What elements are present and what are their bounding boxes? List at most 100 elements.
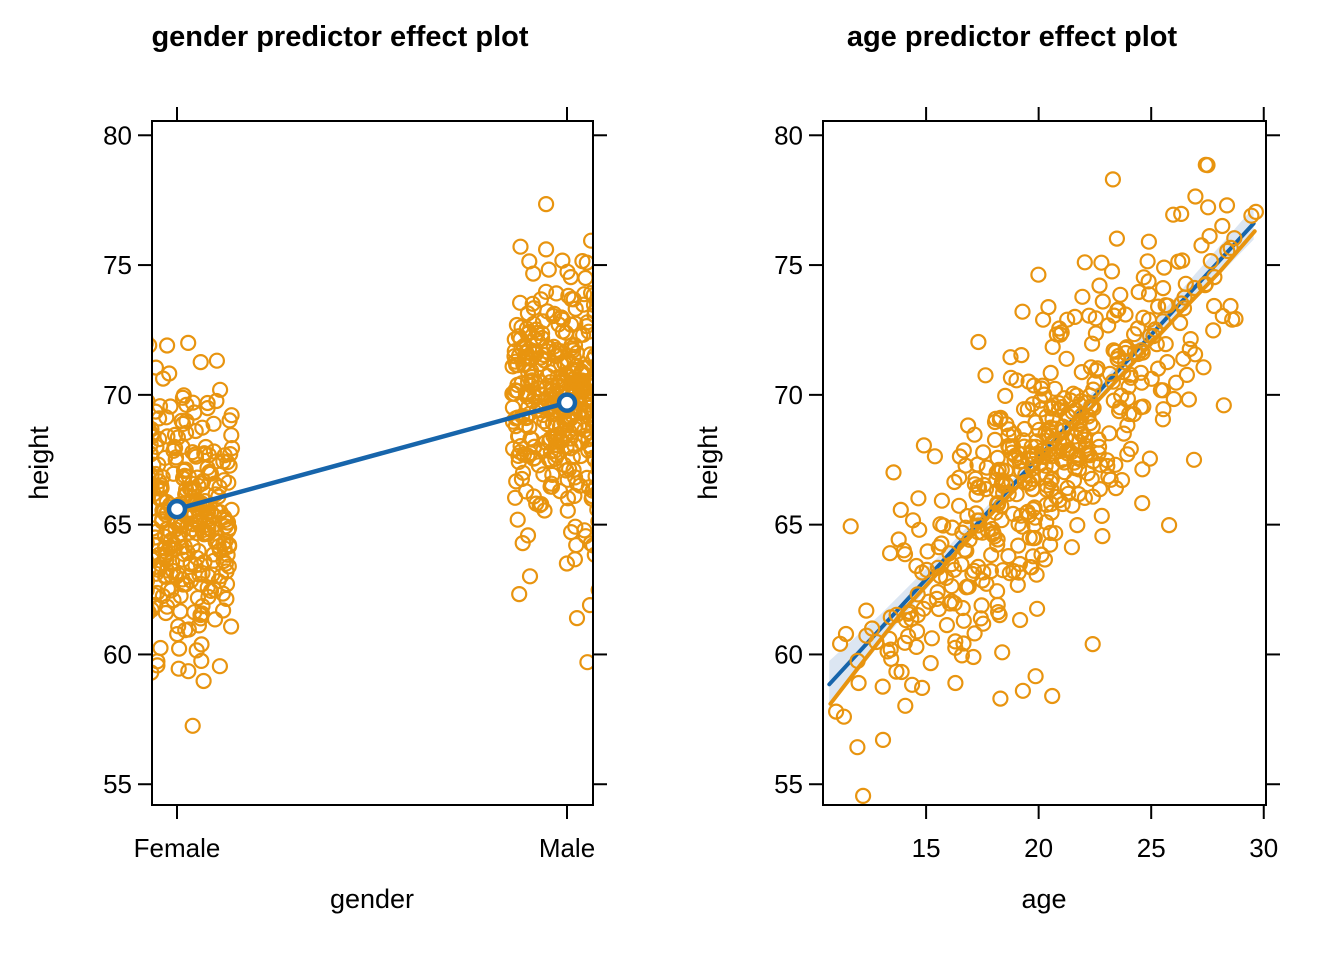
data-point bbox=[955, 612, 972, 629]
data-point bbox=[115, 611, 129, 625]
data-point bbox=[568, 609, 586, 627]
data-point bbox=[1182, 331, 1199, 348]
data-point bbox=[124, 556, 138, 570]
data-point bbox=[133, 545, 147, 559]
data-point bbox=[193, 605, 211, 622]
data-point bbox=[116, 476, 130, 490]
data-point bbox=[1073, 364, 1090, 381]
data-point bbox=[136, 402, 150, 416]
y-tick-label: 55 bbox=[774, 769, 803, 799]
data-point bbox=[122, 449, 136, 463]
data-point bbox=[986, 431, 1004, 448]
data-point bbox=[120, 569, 134, 583]
data-point bbox=[583, 232, 593, 249]
data-point bbox=[592, 379, 593, 386]
y-tick-label: 75 bbox=[103, 250, 132, 280]
data-point bbox=[1173, 205, 1190, 222]
data-point bbox=[511, 294, 529, 311]
data-point bbox=[174, 415, 192, 432]
data-point bbox=[576, 522, 593, 539]
data-point bbox=[609, 389, 623, 403]
data-point bbox=[615, 403, 629, 417]
data-point bbox=[152, 584, 155, 597]
data-point bbox=[606, 466, 620, 480]
data-point bbox=[1186, 279, 1203, 297]
data-point bbox=[540, 451, 558, 468]
data-point bbox=[600, 416, 614, 430]
data-point bbox=[128, 426, 142, 440]
data-point bbox=[1165, 206, 1182, 223]
data-point bbox=[994, 472, 1011, 489]
data-point bbox=[537, 283, 555, 300]
gender-effect-plot: gender predictor effect plot gender heig… bbox=[24, 21, 629, 914]
data-point bbox=[152, 467, 160, 484]
data-point bbox=[1010, 564, 1027, 581]
data-point bbox=[606, 482, 620, 496]
data-point bbox=[1054, 495, 1071, 513]
data-point bbox=[133, 511, 147, 525]
data-point bbox=[560, 423, 578, 440]
data-point bbox=[932, 567, 949, 585]
data-point bbox=[1140, 273, 1157, 290]
data-point bbox=[152, 559, 162, 576]
data-point bbox=[1008, 372, 1025, 389]
data-point bbox=[1094, 527, 1111, 545]
data-point bbox=[1026, 509, 1044, 526]
data-point bbox=[977, 481, 995, 498]
data-point bbox=[152, 359, 164, 376]
data-point bbox=[559, 502, 576, 519]
data-point bbox=[132, 458, 146, 472]
data-point bbox=[202, 582, 220, 600]
data-point bbox=[1084, 635, 1101, 653]
data-point bbox=[560, 287, 577, 304]
data-point bbox=[610, 420, 624, 434]
data-point bbox=[1034, 311, 1052, 328]
plot-box bbox=[822, 120, 1267, 806]
data-point bbox=[216, 447, 233, 464]
scatter-points bbox=[115, 196, 629, 734]
data-point bbox=[599, 551, 613, 565]
data-point bbox=[135, 633, 149, 647]
data-point bbox=[989, 603, 1007, 621]
data-point bbox=[1247, 203, 1265, 220]
data-point bbox=[165, 592, 182, 609]
data-point bbox=[117, 459, 131, 473]
data-point bbox=[126, 479, 140, 493]
data-point bbox=[585, 413, 593, 430]
plot-layers bbox=[827, 156, 1265, 805]
data-point bbox=[989, 596, 1006, 614]
data-point bbox=[1132, 364, 1150, 381]
data-point bbox=[978, 459, 995, 476]
data-point bbox=[613, 400, 627, 414]
data-point bbox=[131, 605, 145, 619]
data-point bbox=[549, 437, 566, 454]
data-point bbox=[885, 464, 902, 481]
data-point bbox=[989, 536, 1006, 553]
data-point bbox=[537, 241, 555, 258]
data-point bbox=[903, 676, 921, 693]
data-point bbox=[994, 562, 1011, 579]
data-point bbox=[1111, 399, 1129, 416]
data-point bbox=[612, 374, 626, 388]
data-point bbox=[188, 642, 205, 659]
data-point bbox=[908, 623, 926, 640]
data-point bbox=[512, 330, 529, 348]
data-point bbox=[205, 415, 222, 432]
data-point bbox=[1024, 456, 1041, 473]
data-point bbox=[1120, 378, 1137, 395]
data-point bbox=[923, 630, 941, 647]
data-point bbox=[987, 410, 1004, 427]
data-point bbox=[223, 618, 240, 635]
data-point bbox=[126, 416, 140, 430]
data-point bbox=[180, 663, 197, 680]
data-point bbox=[578, 254, 593, 271]
data-point bbox=[969, 512, 986, 529]
data-point bbox=[152, 535, 153, 543]
data-point bbox=[1056, 464, 1073, 481]
data-point bbox=[155, 370, 172, 387]
data-point bbox=[131, 599, 145, 613]
data-point bbox=[930, 600, 947, 618]
data-point bbox=[513, 470, 531, 488]
data-point bbox=[169, 429, 186, 446]
data-point bbox=[1073, 407, 1090, 424]
